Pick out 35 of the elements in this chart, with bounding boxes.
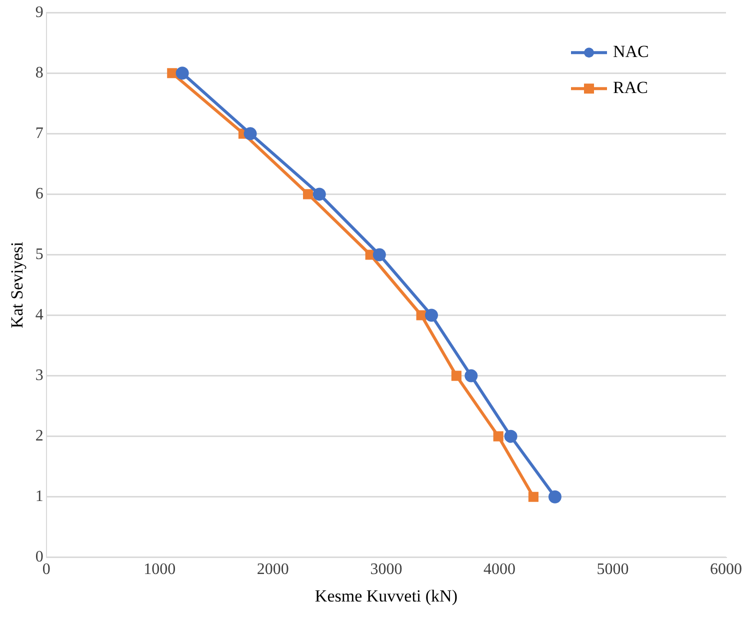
- y-tick-label: 8: [35, 64, 44, 82]
- x-tick-label: 5000: [596, 561, 629, 578]
- y-axis-title: Kat Seviyesi: [8, 242, 27, 328]
- point: [365, 250, 376, 260]
- y-tick-label: 3: [35, 367, 44, 384]
- legend-label: RAC: [613, 78, 648, 98]
- x-tick-label: 3000: [370, 561, 402, 578]
- legend-label: NAC: [613, 42, 649, 62]
- x-tick-label: 2000: [256, 561, 289, 578]
- y-tick-label: 4: [35, 306, 44, 324]
- x-tick-label: 4000: [483, 561, 516, 578]
- y-tick-label: 7: [35, 124, 44, 142]
- point: [176, 66, 189, 80]
- point: [416, 310, 426, 320]
- point: [312, 188, 326, 201]
- x-tick-label: 6000: [710, 561, 742, 578]
- y-tick-label: 6: [35, 185, 44, 202]
- point: [504, 430, 518, 443]
- y-tick-label: 1: [35, 488, 44, 506]
- point: [464, 369, 478, 382]
- point: [244, 127, 257, 140]
- point: [303, 189, 314, 200]
- point: [372, 248, 386, 262]
- y-tick-label: 9: [35, 4, 44, 21]
- x-axis-title: Kesme Kuvveti (kN): [314, 586, 458, 606]
- point: [451, 370, 462, 381]
- point: [493, 431, 504, 442]
- point: [167, 68, 178, 78]
- y-tick-label: 5: [35, 246, 44, 263]
- point: [425, 308, 438, 322]
- y-tick-label: 2: [35, 428, 44, 445]
- point: [528, 492, 538, 502]
- y-tick-label: 0: [35, 548, 44, 566]
- x-tick-label: 1000: [144, 561, 176, 578]
- point: [548, 490, 562, 504]
